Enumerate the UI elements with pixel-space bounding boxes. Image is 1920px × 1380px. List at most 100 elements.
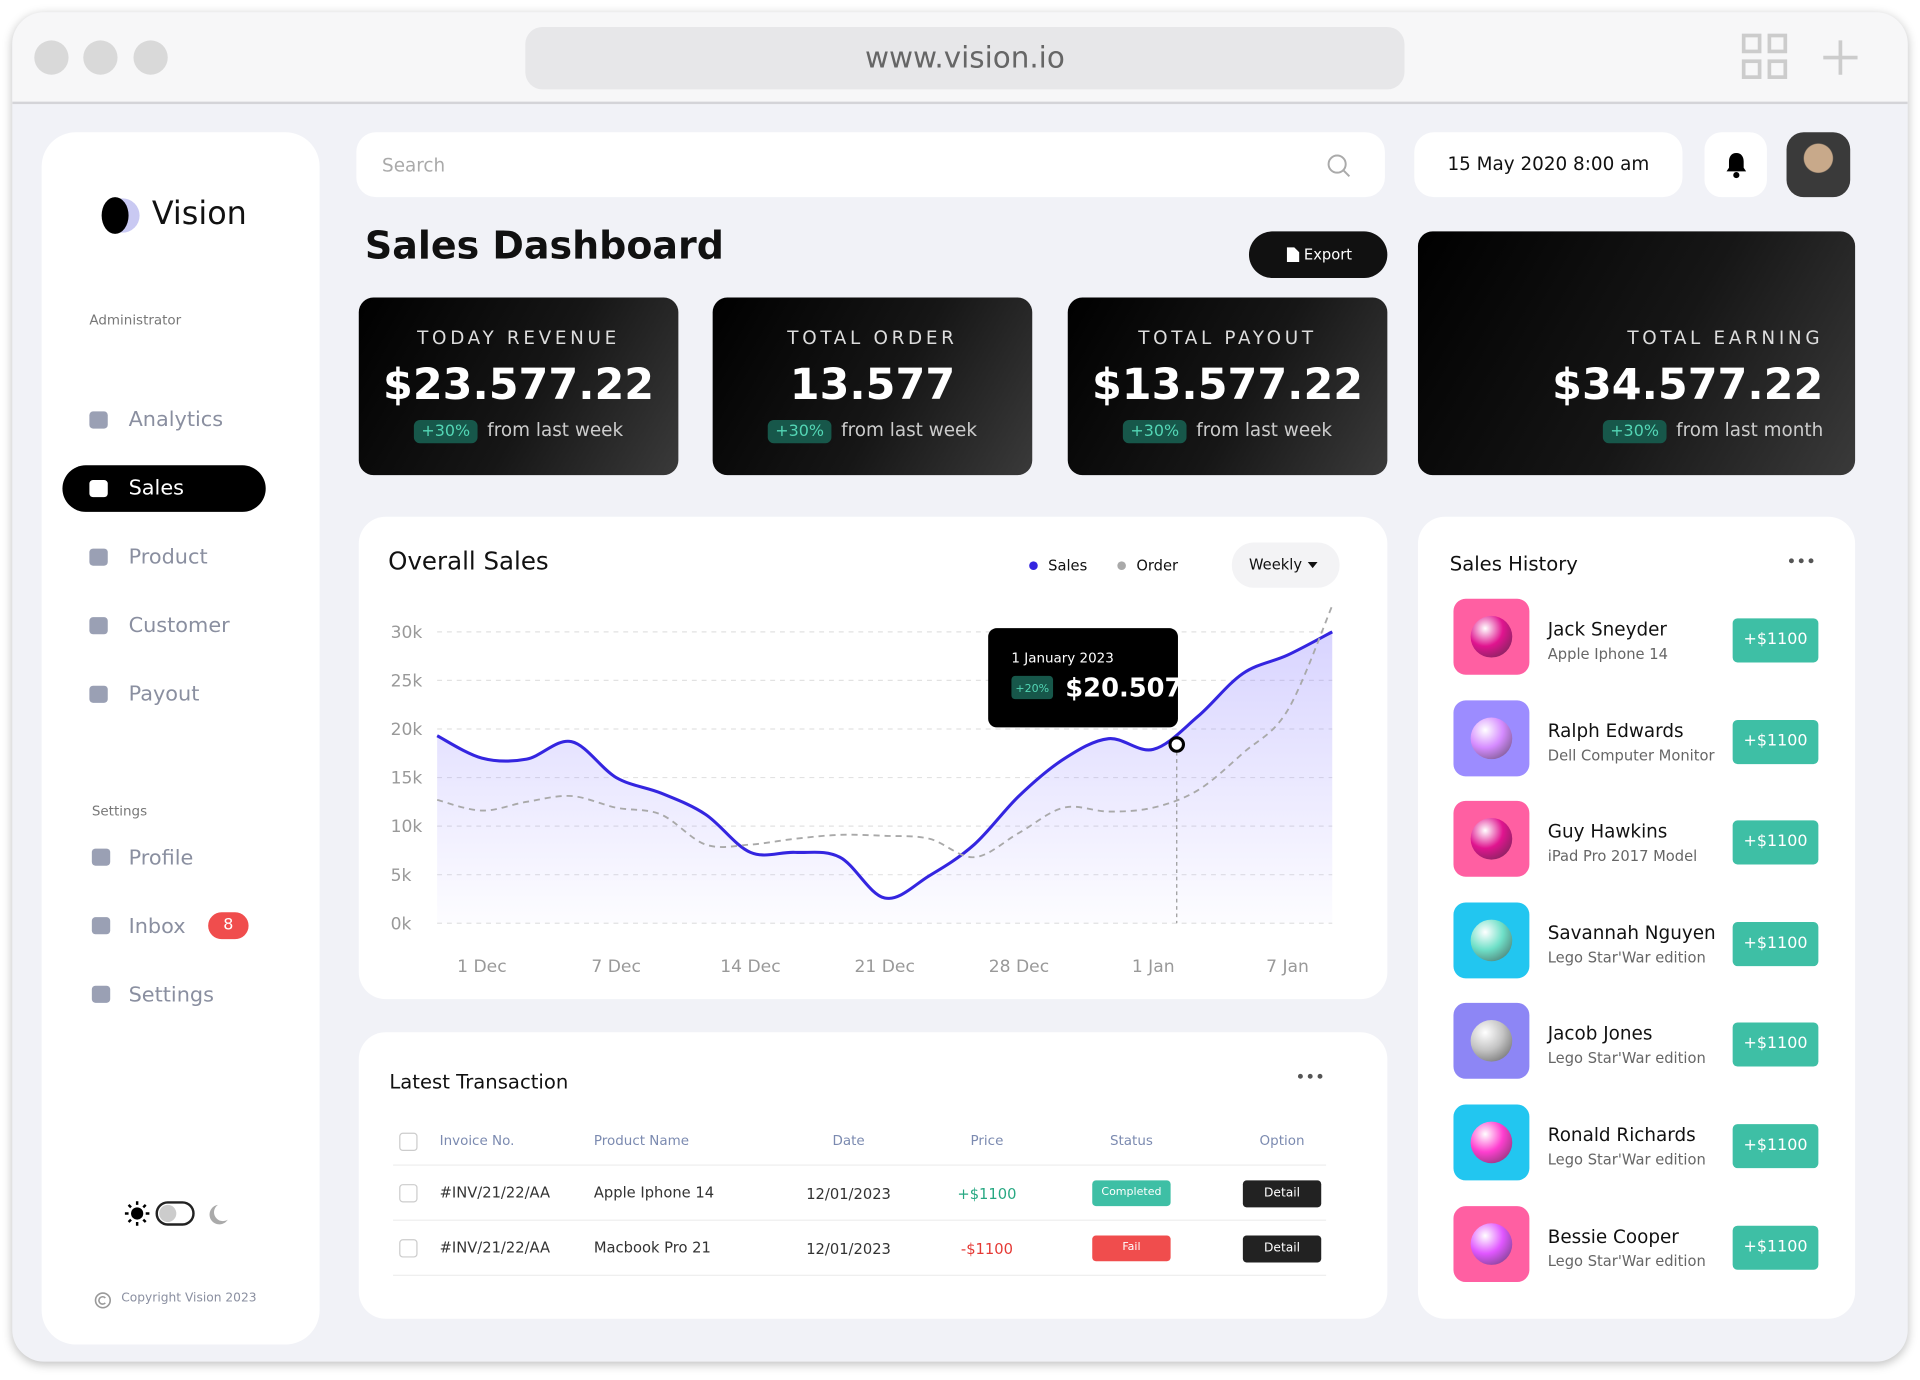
menu-label: Profile xyxy=(128,846,194,871)
more-menu[interactable] xyxy=(1297,1071,1326,1081)
checkbox[interactable] xyxy=(399,1132,418,1152)
column-header: Price xyxy=(970,1132,1004,1149)
row-divider xyxy=(393,1274,1327,1276)
amount-button[interactable]: +$1100 xyxy=(1732,1022,1819,1068)
customer-name: Bessie Cooper xyxy=(1547,1225,1679,1248)
card-label: TOTAL ORDER xyxy=(787,326,958,349)
change-badge: +30% xyxy=(1602,420,1667,444)
transactions-title: Latest Transaction xyxy=(389,1070,569,1094)
menu-icon xyxy=(89,411,108,429)
amount: +$1100 xyxy=(1743,832,1808,852)
datetime-box: 15 May 2020 8:00 am xyxy=(1414,132,1683,198)
tooltip-box xyxy=(988,628,1178,728)
change-badge: +30% xyxy=(414,420,478,444)
amount-button[interactable]: +$1100 xyxy=(1732,1225,1819,1270)
product-thumb xyxy=(1453,1003,1530,1080)
chart-title: Overall Sales xyxy=(388,546,549,576)
menu-item[interactable]: Payout xyxy=(62,671,265,718)
card-change-row: +30% from last week xyxy=(713,418,1033,445)
change-note: from last week xyxy=(841,418,977,441)
window-dot[interactable] xyxy=(83,40,118,75)
amount: +$1100 xyxy=(1743,1136,1808,1155)
new-tab-icon[interactable] xyxy=(1820,37,1862,79)
checkbox[interactable] xyxy=(399,1184,418,1203)
menu-label: Payout xyxy=(128,682,200,707)
customer-product: Lego Star'War edition xyxy=(1547,1151,1706,1169)
change-note: from last week xyxy=(487,418,624,441)
menu-icon xyxy=(89,685,108,703)
customer-product: Lego Star'War edition xyxy=(1547,948,1706,966)
menu-label: Product xyxy=(128,544,208,570)
menu-item[interactable]: Profile xyxy=(62,835,265,882)
product-thumb xyxy=(1453,1104,1530,1181)
transactions-panel: Latest Transaction Invoice No. Product Na… xyxy=(358,1032,1388,1319)
amount-button[interactable]: +$1100 xyxy=(1732,921,1819,966)
status-pill: Completed xyxy=(1092,1180,1171,1207)
menu-item[interactable]: Customer xyxy=(62,602,265,649)
period-dropdown[interactable]: Weekly xyxy=(1231,542,1340,588)
x-tick-label: 21 Dec xyxy=(855,957,915,977)
x-tick-label: 1 Jan xyxy=(1132,957,1175,977)
menu-item[interactable]: Settings xyxy=(62,972,265,1019)
export-button[interactable]: Export xyxy=(1248,231,1388,278)
product-thumb xyxy=(1453,598,1530,675)
search-placeholder: Search xyxy=(382,154,446,177)
option: Detail xyxy=(1263,1241,1301,1256)
stat-card: TOTAL PAYOUT $13.577.22 +30% from last week xyxy=(1067,297,1388,476)
y-tick-label: 5k xyxy=(391,866,412,886)
search-bar[interactable]: Search xyxy=(356,132,1385,198)
theme-toggle[interactable] xyxy=(122,1198,244,1230)
menu-label: Sales xyxy=(128,476,184,501)
x-tick-label: 28 Dec xyxy=(989,957,1049,977)
page-title: Sales Dashboard xyxy=(364,224,724,269)
y-tick-label: 15k xyxy=(391,769,423,789)
customer-name: Guy Hawkins xyxy=(1547,820,1668,843)
detail-button[interactable]: Detail xyxy=(1242,1180,1322,1208)
url-bar[interactable]: www.vision.io xyxy=(525,26,1405,90)
customer-name: Ralph Edwards xyxy=(1547,719,1684,742)
url: www.vision.io xyxy=(864,40,1065,75)
stat-card: TODAY REVENUE $23.577.22 +30% from last wee… xyxy=(358,297,679,476)
chart: 0k 5k 10k 15k 20k 25k 30k 1 Dec 7 Dec 14 Dec 21 De… xyxy=(391,558,1334,977)
change-note: from last month xyxy=(1676,418,1824,441)
thumb-sphere xyxy=(1470,615,1513,658)
menu-label: Inbox xyxy=(128,914,186,940)
thumb-sphere xyxy=(1470,1020,1513,1063)
amount-button[interactable]: +$1100 xyxy=(1732,618,1819,663)
amount: +$1100 xyxy=(1743,630,1808,649)
customer-product: Dell Computer Monitor xyxy=(1547,746,1715,764)
tooltip-value: $20.507 xyxy=(1065,674,1182,704)
menu-item[interactable]: Analytics xyxy=(62,397,265,444)
column-header: Option xyxy=(1259,1132,1305,1149)
card-value: $23.577.22 xyxy=(382,361,655,411)
x-tick-label: 7 Jan xyxy=(1266,957,1309,977)
y-tick-label: 30k xyxy=(391,623,423,643)
menu-item[interactable]: Sales xyxy=(62,465,266,512)
period: Weekly xyxy=(1248,555,1303,574)
tabs-icon[interactable] xyxy=(1741,33,1790,82)
amount: +$1100 xyxy=(1743,934,1808,953)
menu-item[interactable]: Product xyxy=(62,534,265,581)
amount-button[interactable]: +$1100 xyxy=(1732,1124,1819,1169)
product: Macbook Pro 21 xyxy=(593,1239,711,1257)
amount: +$1100 xyxy=(1743,1237,1808,1256)
thumb-sphere xyxy=(1470,1222,1513,1265)
detail-button[interactable]: Detail xyxy=(1242,1235,1322,1263)
window-dot[interactable] xyxy=(133,40,168,75)
amount-button[interactable]: +$1100 xyxy=(1732,820,1819,865)
notification-button[interactable] xyxy=(1704,132,1767,198)
customer-name: Jacob Jones xyxy=(1547,1022,1653,1045)
stat-card: TOTAL ORDER 13.577 +30% from last week xyxy=(712,297,1033,476)
menu-icon xyxy=(89,480,108,498)
y-tick-label: 20k xyxy=(391,720,423,740)
amount-button[interactable]: +$1100 xyxy=(1732,719,1819,764)
copyright: Copyright Vision 2023 xyxy=(121,1291,257,1306)
window-dot[interactable] xyxy=(34,40,69,75)
more-menu[interactable] xyxy=(1788,556,1817,566)
menu-item[interactable]: Inbox 8 xyxy=(62,904,265,951)
brand: Vision xyxy=(151,195,247,233)
user-avatar[interactable] xyxy=(1786,132,1851,198)
invoice: #INV/21/22/AA xyxy=(439,1184,551,1202)
checkbox[interactable] xyxy=(399,1239,418,1258)
